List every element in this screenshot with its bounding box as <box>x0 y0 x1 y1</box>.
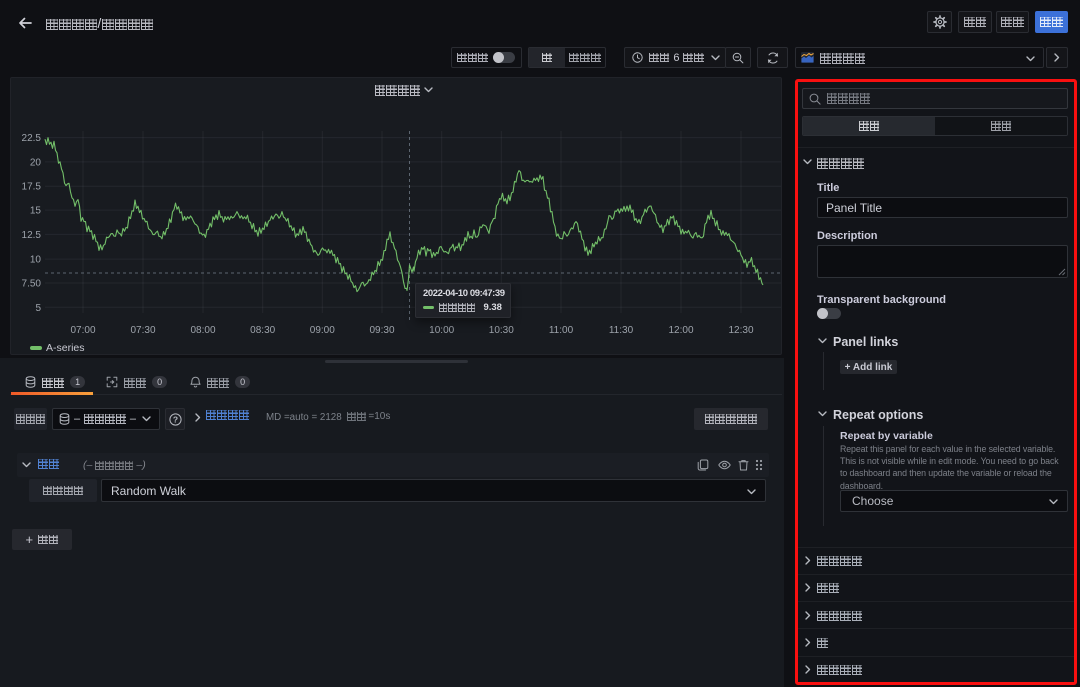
svg-text:09:30: 09:30 <box>369 325 394 336</box>
svg-text:12:00: 12:00 <box>668 325 693 336</box>
svg-text:07:00: 07:00 <box>70 325 95 336</box>
svg-text:22.5: 22.5 <box>22 133 42 144</box>
svg-text:12.5: 12.5 <box>22 230 42 241</box>
svg-text:10: 10 <box>30 255 42 266</box>
svg-text:5: 5 <box>35 303 41 314</box>
svg-text:07:30: 07:30 <box>130 325 155 336</box>
svg-text:10:00: 10:00 <box>429 325 454 336</box>
svg-text:15: 15 <box>30 206 42 217</box>
svg-text:17.5: 17.5 <box>22 182 42 193</box>
svg-text:08:00: 08:00 <box>190 325 215 336</box>
svg-text:08:30: 08:30 <box>250 325 275 336</box>
svg-text:12:30: 12:30 <box>728 325 753 336</box>
svg-text:?: ? <box>172 414 177 424</box>
svg-text:11:30: 11:30 <box>609 325 634 336</box>
svg-text:20: 20 <box>30 157 42 168</box>
svg-text:7.50: 7.50 <box>22 279 42 290</box>
svg-text:10:30: 10:30 <box>489 325 514 336</box>
svg-text:11:00: 11:00 <box>549 325 574 336</box>
svg-text:09:00: 09:00 <box>310 325 335 336</box>
